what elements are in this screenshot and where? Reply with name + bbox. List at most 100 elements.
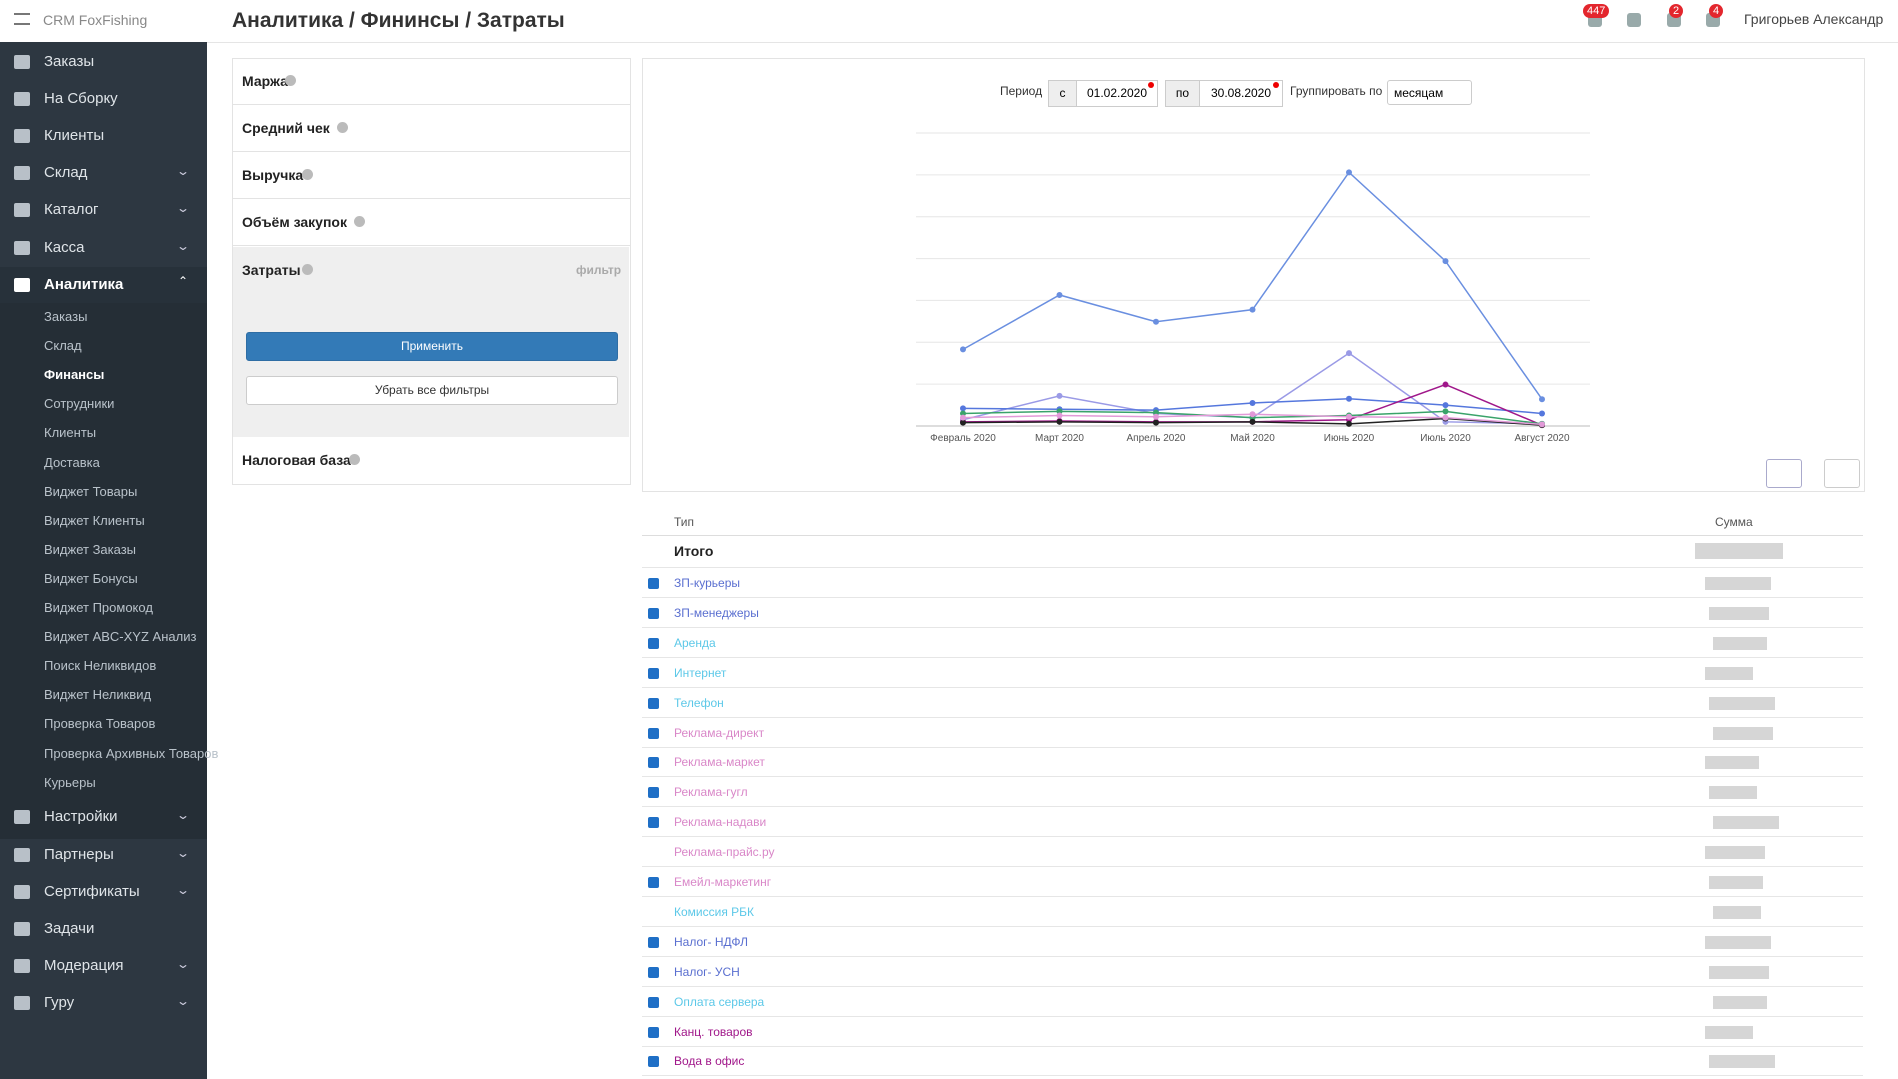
to-input[interactable]: 30.08.2020 xyxy=(1199,80,1283,107)
subnav-item[interactable]: Проверка Архивных Товаров xyxy=(44,745,219,761)
subnav-item[interactable]: Финансы xyxy=(44,367,105,383)
table-line xyxy=(642,1075,1863,1077)
metric-label[interactable]: Средний чек xyxy=(242,120,330,136)
metric-label[interactable]: Маржа xyxy=(242,73,288,89)
blurred-sum xyxy=(1709,1055,1775,1069)
type-name[interactable]: Канц. товаров xyxy=(674,1024,753,1039)
badge: 2 xyxy=(1669,4,1684,18)
checkbox[interactable] xyxy=(648,697,659,709)
blurred-sum xyxy=(1713,995,1767,1009)
checkbox[interactable] xyxy=(648,1026,659,1038)
subnav-item[interactable]: Клиенты xyxy=(44,425,97,441)
nav-item[interactable]: Склад xyxy=(44,164,88,181)
nav-icon xyxy=(14,810,30,824)
tax-label[interactable]: Налоговая база xyxy=(242,452,351,468)
nav-item[interactable]: Клиенты xyxy=(44,127,105,144)
filter-link[interactable]: фильтр xyxy=(576,263,622,277)
subnav-item[interactable]: Сотрудники xyxy=(44,396,115,412)
type-name[interactable]: Реклама-гугл xyxy=(674,785,748,800)
blurred-sum xyxy=(1705,666,1753,680)
type-name[interactable]: Налог- УСН xyxy=(674,964,740,979)
required-dot xyxy=(1148,82,1154,88)
subnav-item[interactable]: Виджет Промокод xyxy=(44,600,153,615)
blurred-sum xyxy=(1709,606,1769,620)
help-icon xyxy=(353,216,365,227)
subnav-item[interactable]: Виджет Заказы xyxy=(44,541,137,557)
checkbox[interactable] xyxy=(648,578,659,589)
nav-item[interactable]: Гуру xyxy=(44,994,75,1011)
group-select[interactable]: месяцам xyxy=(1387,80,1472,105)
bar-chart-toggle[interactable] xyxy=(1824,459,1860,488)
metrics-panel xyxy=(232,58,631,485)
type-name[interactable]: Реклама-надави xyxy=(674,815,767,830)
nav-item[interactable]: Каталог xyxy=(44,201,99,218)
blurred-sum xyxy=(1713,905,1761,919)
nav-item[interactable]: Касса xyxy=(44,239,85,256)
type-name[interactable]: Интернет xyxy=(674,665,727,680)
checkbox[interactable] xyxy=(648,817,659,829)
reset-button[interactable]: Убрать все фильтры xyxy=(246,376,618,405)
nav-item[interactable]: Настройки xyxy=(44,808,118,825)
nav-item[interactable]: Задачи xyxy=(44,920,95,937)
type-name[interactable]: Телефон xyxy=(674,695,724,710)
checkbox[interactable] xyxy=(648,996,659,1008)
nav-item[interactable]: Модерация xyxy=(44,957,124,974)
metric-row xyxy=(233,198,630,199)
col-header[interactable]: Тип xyxy=(674,515,695,529)
blurred-sum xyxy=(1713,816,1779,830)
subnav-item[interactable]: Проверка Товаров xyxy=(44,716,156,732)
subnav-item[interactable]: Виджет Товары xyxy=(44,483,138,499)
type-name[interactable]: Налог- НДФЛ xyxy=(674,934,748,949)
checkbox[interactable] xyxy=(648,667,659,679)
nav-item[interactable]: На Сборку xyxy=(44,90,118,107)
type-name[interactable]: Комиссия РБК xyxy=(674,904,755,919)
type-name[interactable]: Аренда xyxy=(674,635,716,650)
subnav-item[interactable]: Курьеры xyxy=(44,774,96,790)
type-name[interactable]: Емейл-маркетинг xyxy=(674,875,772,889)
type-name[interactable]: ЗП-менеджеры xyxy=(674,605,759,620)
header-icon[interactable] xyxy=(1627,13,1641,27)
user-name: Григорьев Александр xyxy=(1744,11,1884,27)
subnav-item[interactable]: Виджет Бонусы xyxy=(44,570,138,586)
apply-button[interactable]: Применить xyxy=(246,332,618,361)
checkbox[interactable] xyxy=(648,757,659,769)
checkbox[interactable] xyxy=(648,1056,659,1068)
type-name[interactable]: Вода в офис xyxy=(674,1054,745,1069)
blurred-sum xyxy=(1709,965,1769,979)
checkbox[interactable] xyxy=(648,727,659,739)
chevron: ⌃ xyxy=(178,274,189,288)
type-name[interactable]: Реклама-маркет xyxy=(674,755,765,770)
blurred-sum xyxy=(1705,935,1771,949)
line-chart-toggle[interactable] xyxy=(1766,459,1802,488)
type-name[interactable]: Реклама-директ xyxy=(674,725,765,740)
table-line xyxy=(642,626,1863,628)
checkbox[interactable] xyxy=(648,936,659,948)
checkbox[interactable] xyxy=(648,607,659,619)
checkbox[interactable] xyxy=(648,966,659,978)
metric-label[interactable]: Объём закупок xyxy=(242,214,347,230)
subnav-item[interactable]: Склад xyxy=(44,338,82,354)
checkbox[interactable] xyxy=(648,637,659,649)
col-header[interactable]: Сумма xyxy=(1715,515,1753,529)
nav-item[interactable]: Сертификаты xyxy=(44,883,140,900)
subnav-item[interactable]: Виджет Клиенты xyxy=(44,512,145,528)
table-line xyxy=(642,567,1863,568)
subnav-item[interactable]: Доставка xyxy=(44,454,100,470)
type-name[interactable]: Реклама-прайс.ру xyxy=(674,845,775,860)
subnav-item[interactable]: Виджет Неликвид xyxy=(44,687,152,703)
type-name[interactable]: ЗП-курьеры xyxy=(674,576,741,590)
from-input[interactable]: 01.02.2020 xyxy=(1076,80,1158,107)
subnav-item[interactable]: Заказы xyxy=(44,309,88,324)
nav-item[interactable]: Партнеры xyxy=(44,846,114,863)
nav-item[interactable]: Заказы xyxy=(44,53,95,70)
checkbox[interactable] xyxy=(648,877,659,888)
metric-label[interactable]: Выручка xyxy=(242,167,304,183)
subnav-item[interactable]: Поиск Неликвидов xyxy=(44,658,157,674)
blurred-sum xyxy=(1705,577,1771,590)
type-name[interactable]: Оплата сервера xyxy=(674,994,765,1009)
subnav xyxy=(0,303,207,839)
expenses-label[interactable]: Затраты xyxy=(242,262,301,278)
checkbox[interactable] xyxy=(648,787,659,799)
nav-item[interactable]: Аналитика xyxy=(44,276,124,293)
subnav-item[interactable]: Виджет ABC-XYZ Анализ xyxy=(44,629,197,645)
